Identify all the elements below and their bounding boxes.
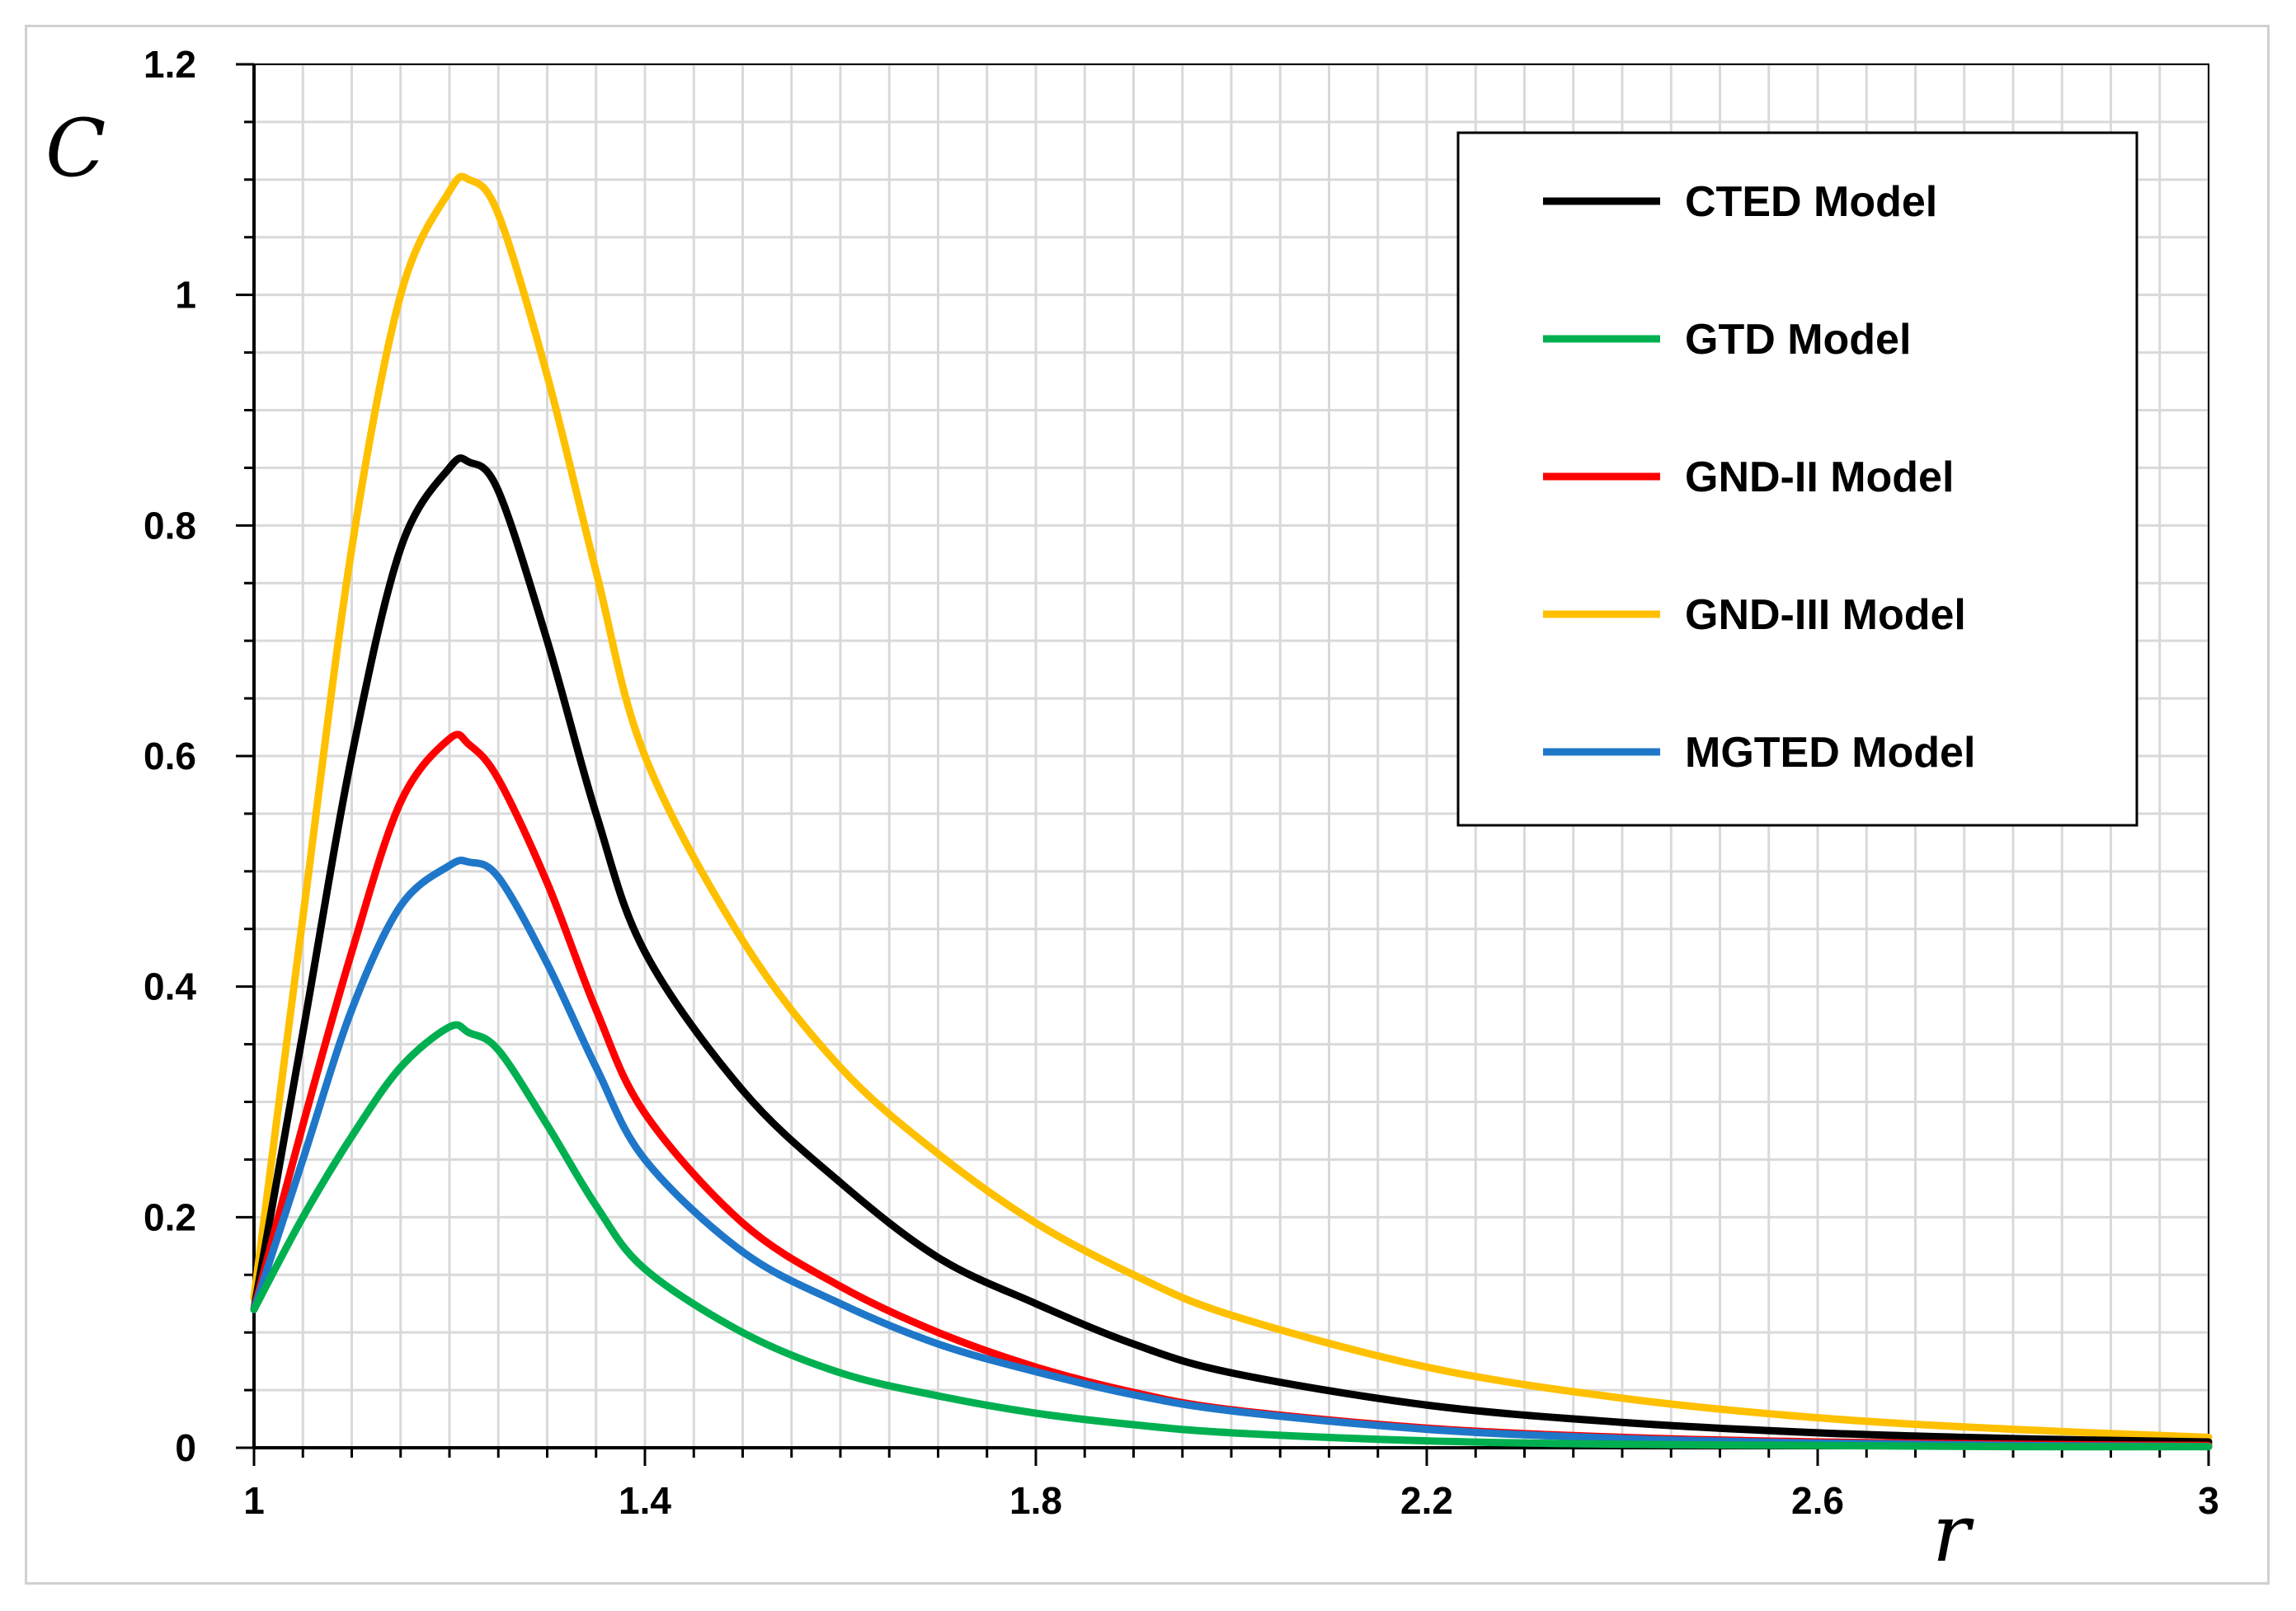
legend-label: GTD Model [1685,316,1911,364]
y-tick-label: 1 [175,274,196,317]
x-tick-label: 1 [243,1479,265,1522]
chart-frame: 1 1.4 1.8 2.2 2.6 3 0 0.2 0.4 0.6 0.8 1 1.2 C r CTE… [25,25,2270,1585]
y-tick-label: 0 [175,1426,196,1469]
series-line-cted-model [250,454,2213,1446]
series-line-mgted-model [250,857,2213,1451]
x-tick-label: 1.8 [1009,1479,1062,1522]
y-tick-label: 0.4 [144,965,196,1008]
x-tick-label: 2.6 [1791,1479,1844,1522]
series-line-gnd-iii-model [250,172,2213,1441]
series-lines [250,172,2213,1451]
grid [252,63,2210,1449]
x-tick-label: 3 [2198,1479,2219,1522]
y-tick-label: 0.6 [144,735,196,777]
x-axis-title: r [1932,1487,1974,1580]
legend-label: CTED Model [1685,178,1937,226]
y-axis-title: C [45,102,106,195]
x-tick-labels: 1 1.4 1.8 2.2 2.6 3 [243,1479,2219,1522]
x-tick-label: 1.4 [619,1479,671,1522]
legend-label: MGTED Model [1685,729,1975,777]
legend-label: GND-II Model [1685,453,1954,501]
series-line-gtd-model [250,1021,2213,1451]
line-chart: 1 1.4 1.8 2.2 2.6 3 0 0.2 0.4 0.6 0.8 1 1.2 C r CTE… [45,43,2219,1580]
y-tick-label: 1.2 [144,43,196,86]
y-tick-labels: 0 0.2 0.4 0.6 0.8 1 1.2 [144,43,196,1469]
y-tick-label: 0.2 [144,1195,196,1238]
legend: CTED Model GTD Model GND-II Model GND-III M… [1456,131,2138,827]
legend-label: GND-III Model [1685,591,1966,639]
x-tick-label: 2.2 [1400,1479,1453,1522]
y-tick-label: 0.8 [144,504,196,547]
